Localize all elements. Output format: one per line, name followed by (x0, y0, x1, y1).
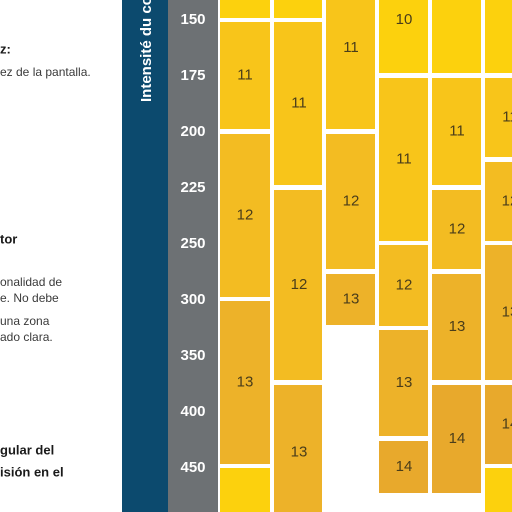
cell (274, 385, 322, 512)
cell (432, 0, 481, 73)
bold-text: tor (0, 231, 17, 246)
bold-text: isión en el (0, 464, 64, 479)
cell-label: 13 (237, 373, 254, 390)
axis-label: 250 (180, 235, 205, 252)
cell-label: 12 (396, 276, 413, 293)
cell (432, 78, 481, 185)
cell-label: 11 (343, 39, 359, 56)
cell (432, 274, 481, 380)
cell-label: 13 (449, 318, 466, 335)
body-text: onalidad de (0, 275, 62, 289)
cell (485, 0, 512, 73)
cell-label: 11 (291, 94, 307, 111)
cell (326, 134, 375, 269)
cell-label: 11 (502, 108, 512, 125)
cell (432, 385, 481, 493)
cell (432, 190, 481, 269)
label-band (168, 0, 218, 512)
cell (379, 245, 428, 326)
cell (326, 0, 375, 129)
bold-text: z: (0, 41, 11, 56)
cell-label: 11 (237, 66, 253, 83)
cell-label: 13 (343, 290, 360, 307)
cell (485, 245, 512, 380)
cell-label: 13 (291, 443, 308, 460)
body-text: ez de la pantalla. (0, 65, 91, 79)
cell-label: 12 (343, 192, 360, 209)
cell (379, 441, 428, 493)
cell (274, 190, 322, 380)
cell (220, 22, 270, 129)
cell-label: 11 (396, 150, 412, 167)
cell (485, 385, 512, 464)
cell-label: 12 (291, 276, 308, 293)
body-text: e. No debe (0, 291, 59, 305)
axis-label: 175 (180, 67, 205, 84)
axis-label: 225 (180, 179, 205, 196)
cell (485, 468, 512, 512)
cell (485, 78, 512, 157)
cell (379, 330, 428, 436)
cell (379, 0, 428, 73)
axis-title: Intensité du co (138, 0, 155, 102)
bold-text: gular del (0, 442, 54, 457)
axis-label: 150 (180, 11, 205, 28)
cell-label: 14 (502, 415, 512, 432)
axis-label: 200 (180, 123, 205, 140)
cell (274, 22, 322, 185)
cell-label: 14 (396, 458, 413, 475)
body-text: ado clara. (0, 330, 53, 344)
cell (274, 0, 322, 18)
cell (485, 162, 512, 241)
axis-band (122, 0, 168, 512)
cell-label: 12 (502, 192, 512, 209)
cell-label: 14 (449, 430, 466, 447)
cell-label: 10 (396, 11, 413, 28)
cell (220, 468, 270, 512)
cell (220, 301, 270, 464)
cell-label: 13 (396, 374, 413, 391)
axis-label: 350 (180, 347, 205, 364)
axis-label: 450 (180, 459, 205, 476)
cell-label: 12 (449, 220, 466, 237)
cell-label: 11 (449, 122, 465, 139)
cell (220, 134, 270, 297)
axis-label: 300 (180, 291, 205, 308)
axis-label: 400 (180, 403, 205, 420)
cell-label: 13 (502, 303, 512, 320)
cell (220, 0, 270, 18)
cell (326, 274, 375, 325)
body-text: una zona (0, 314, 50, 328)
cell (379, 78, 428, 241)
cell-label: 12 (237, 206, 254, 223)
